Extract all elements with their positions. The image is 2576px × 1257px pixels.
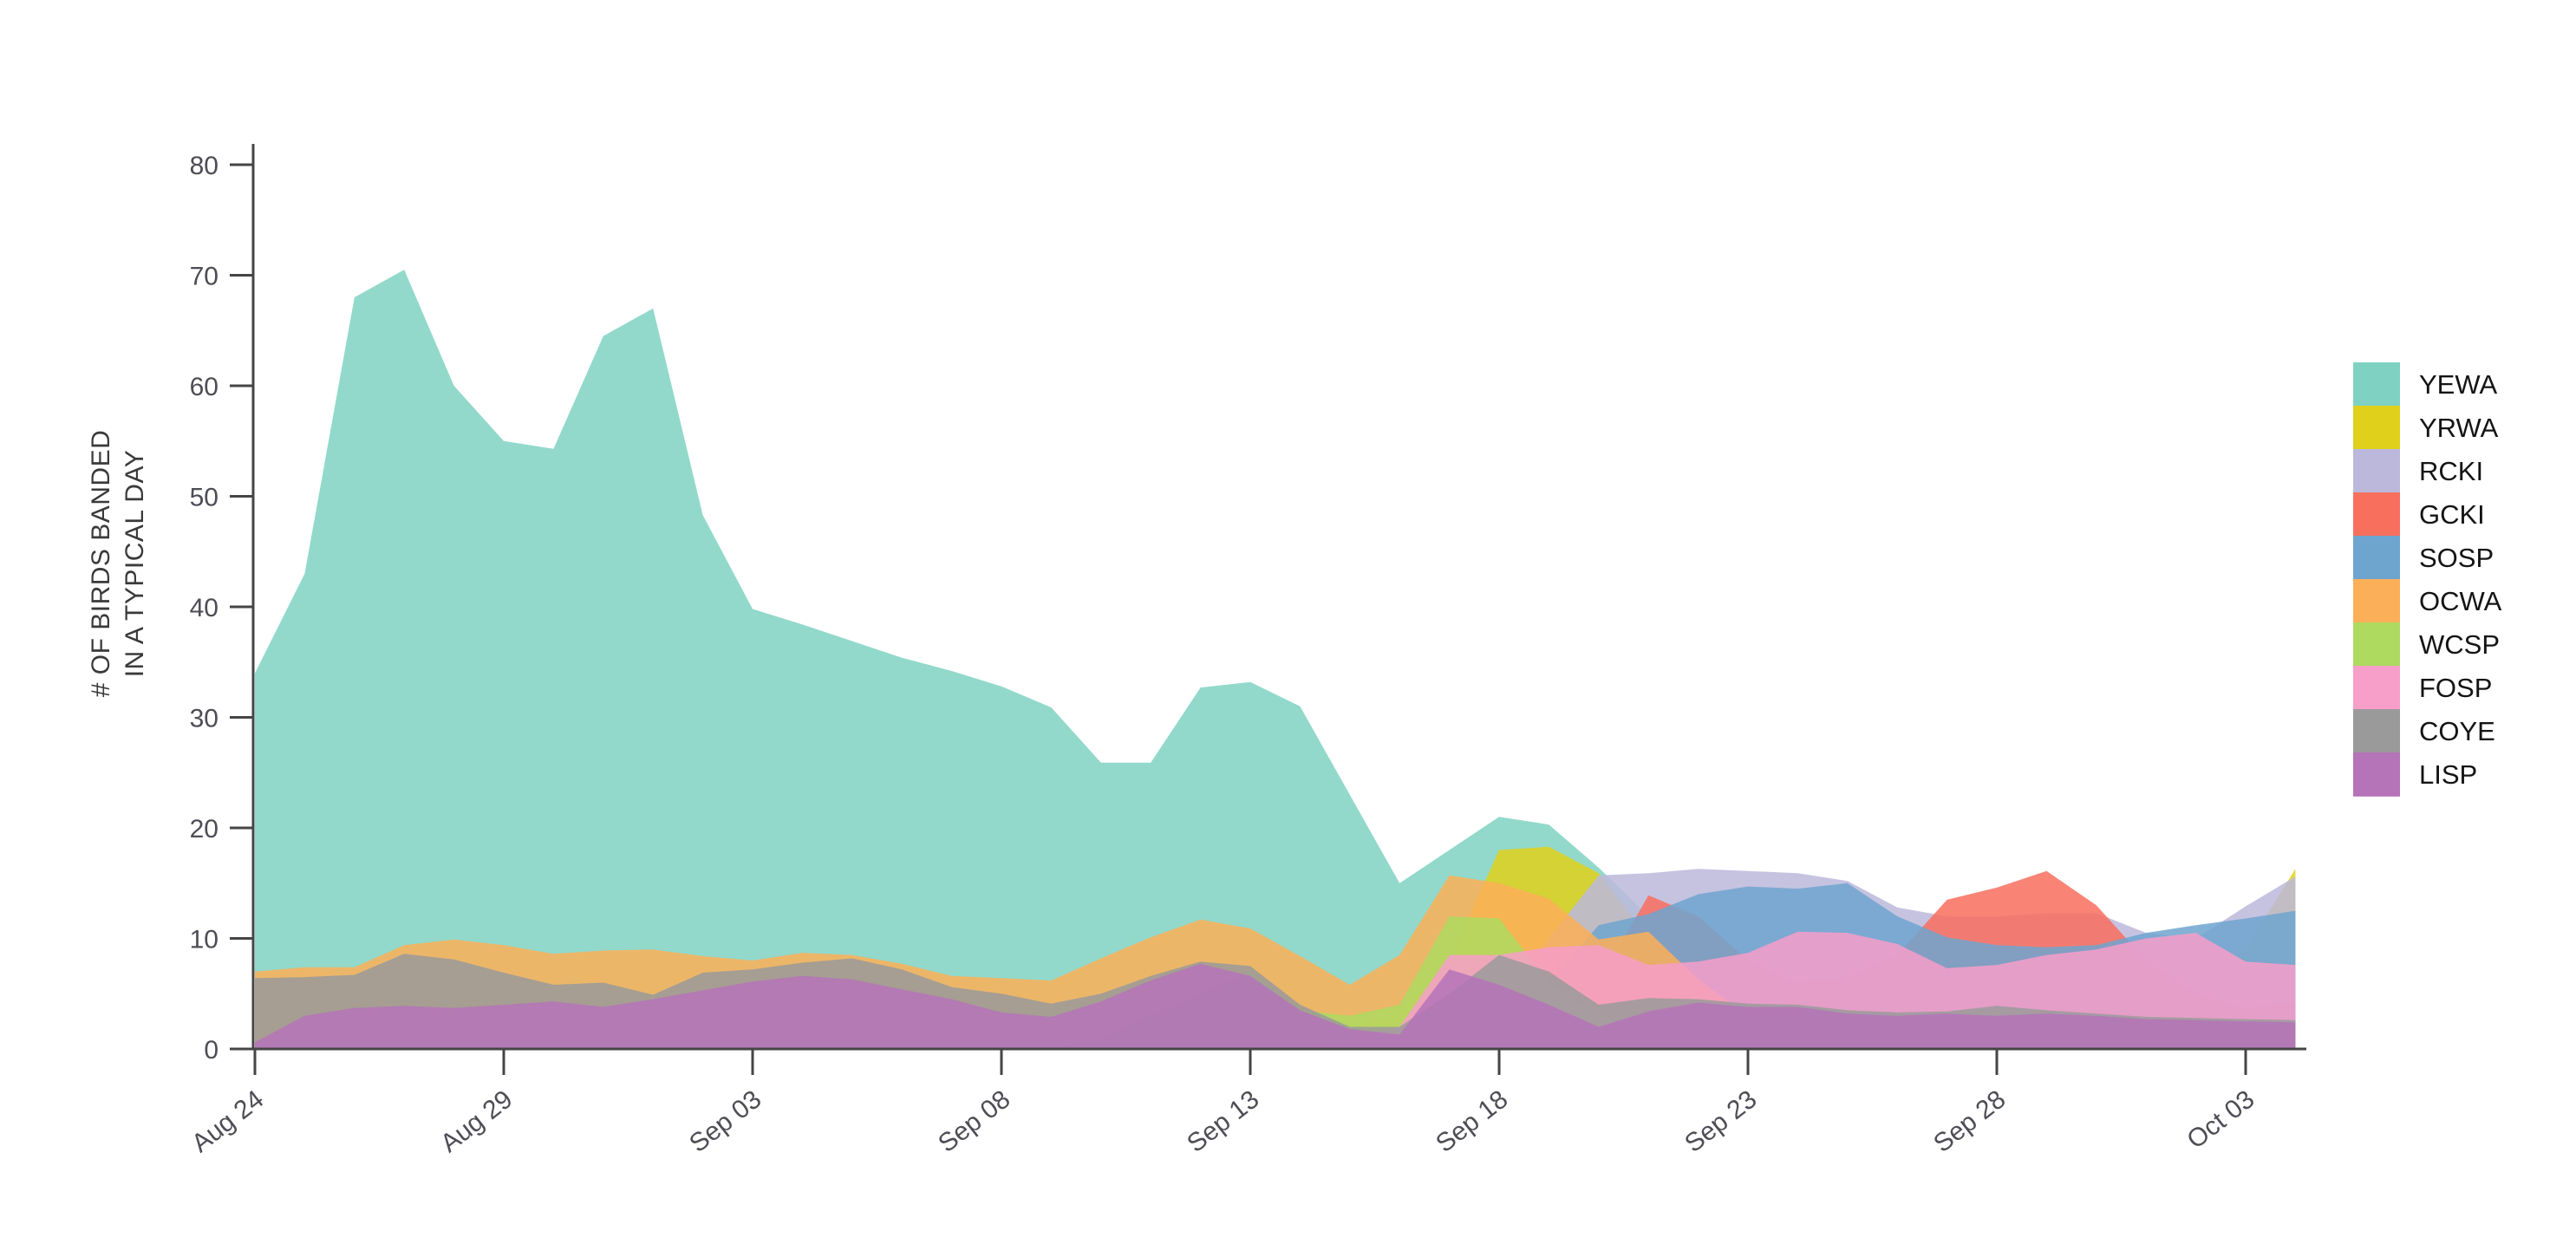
legend-label-coye[interactable]: COYE: [2419, 716, 2495, 746]
y-axis-title-line-2: IN A TYPICAL DAY: [121, 450, 149, 678]
legend-swatch-lisp[interactable]: [2353, 752, 2400, 797]
x-tick-label-aug-24: Aug 24: [186, 1085, 269, 1159]
x-tick-label-aug-29: Aug 29: [435, 1085, 518, 1159]
legend-swatch-fosp[interactable]: [2353, 666, 2400, 710]
legend-label-yrwa[interactable]: YRWA: [2419, 413, 2499, 443]
legend-item-fosp[interactable]: FOSP: [2353, 666, 2492, 710]
legend-swatch-rcki[interactable]: [2353, 449, 2400, 493]
x-tick-label-oct-03: Oct 03: [2181, 1085, 2260, 1155]
legend-label-gcki[interactable]: GCKI: [2419, 499, 2485, 530]
y-tick-label-40: 40: [190, 594, 218, 622]
x-tick-label-sep-28: Sep 28: [1928, 1085, 2011, 1159]
y-tick-label-60: 60: [190, 373, 218, 401]
x-tick-label-sep-08: Sep 08: [933, 1085, 1015, 1159]
legend-swatch-sosp[interactable]: [2353, 536, 2400, 580]
x-tick-label-sep-03: Sep 03: [684, 1085, 766, 1159]
y-tick-label-10: 10: [190, 926, 218, 954]
legend-swatch-coye[interactable]: [2353, 709, 2400, 753]
y-tick-label-50: 50: [190, 484, 218, 512]
legend-swatch-gcki[interactable]: [2353, 492, 2400, 537]
legend-item-lisp[interactable]: LISP: [2353, 752, 2477, 797]
series-area-yewa[interactable]: [255, 270, 2296, 1050]
legend-label-fosp[interactable]: FOSP: [2419, 673, 2492, 703]
y-tick-label-80: 80: [190, 152, 218, 180]
legend-label-wcsp[interactable]: WCSP: [2419, 629, 2500, 660]
legend-swatch-ocwa[interactable]: [2353, 579, 2400, 623]
legend: YEWA YRWA RCKI GCKI SOSP OCWA WCSP FOSP COYE LISP: [2353, 362, 2502, 797]
x-tick-label-sep-23: Sep 23: [1679, 1085, 1762, 1159]
legend-label-sosp[interactable]: SOSP: [2419, 543, 2494, 573]
x-tick-label-sep-13: Sep 13: [1182, 1085, 1264, 1159]
legend-item-wcsp[interactable]: WCSP: [2353, 622, 2500, 667]
x-tick-label-sep-18: Sep 18: [1431, 1085, 1513, 1159]
y-tick-label-30: 30: [190, 705, 218, 733]
legend-item-yewa[interactable]: YEWA: [2353, 362, 2497, 407]
legend-item-coye[interactable]: COYE: [2353, 709, 2495, 753]
legend-label-yewa[interactable]: YEWA: [2419, 369, 2497, 400]
legend-item-sosp[interactable]: SOSP: [2353, 536, 2494, 580]
y-tick-label-70: 70: [190, 263, 218, 291]
legend-swatch-wcsp[interactable]: [2353, 622, 2400, 667]
legend-item-yrwa[interactable]: YRWA: [2353, 406, 2499, 450]
y-axis-title-line-1: # OF BIRDS BANDED: [87, 430, 115, 698]
y-tick-label-0: 0: [204, 1036, 218, 1065]
legend-label-lisp[interactable]: LISP: [2419, 759, 2477, 790]
legend-swatch-yewa[interactable]: [2353, 362, 2400, 407]
legend-swatch-yrwa[interactable]: [2353, 406, 2400, 450]
plot-area: [255, 270, 2296, 1050]
y-tick-label-20: 20: [190, 815, 218, 843]
legend-item-ocwa[interactable]: OCWA: [2353, 579, 2502, 623]
legend-item-gcki[interactable]: GCKI: [2353, 492, 2485, 537]
legend-label-ocwa[interactable]: OCWA: [2419, 586, 2502, 616]
legend-label-rcki[interactable]: RCKI: [2419, 456, 2483, 486]
series-area-lisp[interactable]: [255, 963, 2296, 1049]
legend-item-rcki[interactable]: RCKI: [2353, 449, 2483, 493]
